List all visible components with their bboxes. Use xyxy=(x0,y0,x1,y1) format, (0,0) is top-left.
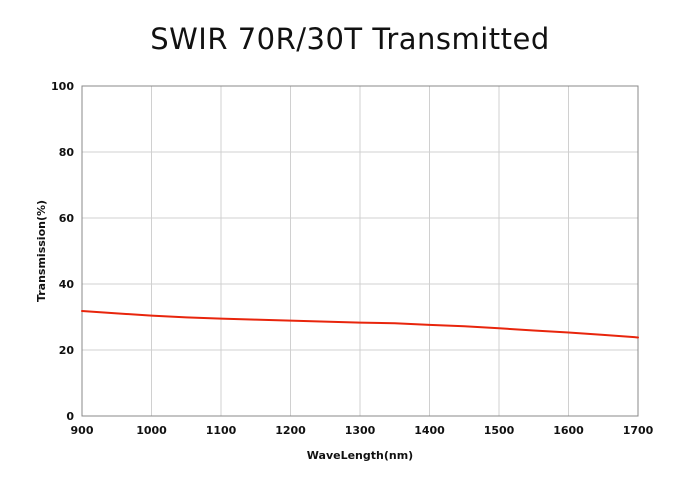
x-tick-label: 1100 xyxy=(206,424,237,437)
x-tick-label: 1200 xyxy=(275,424,306,437)
grid xyxy=(81,85,639,417)
series-group xyxy=(81,310,639,339)
x-tick-label: 900 xyxy=(71,424,94,437)
y-tick-label: 60 xyxy=(59,212,75,225)
y-tick-label: 80 xyxy=(59,146,75,159)
y-tick-label: 100 xyxy=(51,80,74,93)
x-tick-label: 1500 xyxy=(484,424,515,437)
transmission-series-line xyxy=(81,310,639,339)
y-tick-label: 0 xyxy=(66,410,74,423)
y-axis-label: Transmission(%) xyxy=(35,200,48,302)
y-axis-ticks: 0 20 40 60 80 100 xyxy=(51,80,74,423)
x-tick-label: 1000 xyxy=(136,424,167,437)
x-axis-label: WaveLength(nm) xyxy=(307,449,413,462)
x-tick-label: 1700 xyxy=(623,424,654,437)
x-tick-label: 1300 xyxy=(345,424,376,437)
plot-area-border xyxy=(81,85,639,417)
x-axis-ticks: 900 1000 1100 1200 1300 1400 1500 1600 1700 xyxy=(71,424,654,437)
y-tick-label: 40 xyxy=(59,278,75,291)
x-tick-label: 1600 xyxy=(553,424,584,437)
y-tick-label: 20 xyxy=(59,344,75,357)
x-tick-label: 1400 xyxy=(414,424,445,437)
chart-title: SWIR 70R/30T Transmitted xyxy=(150,22,550,56)
